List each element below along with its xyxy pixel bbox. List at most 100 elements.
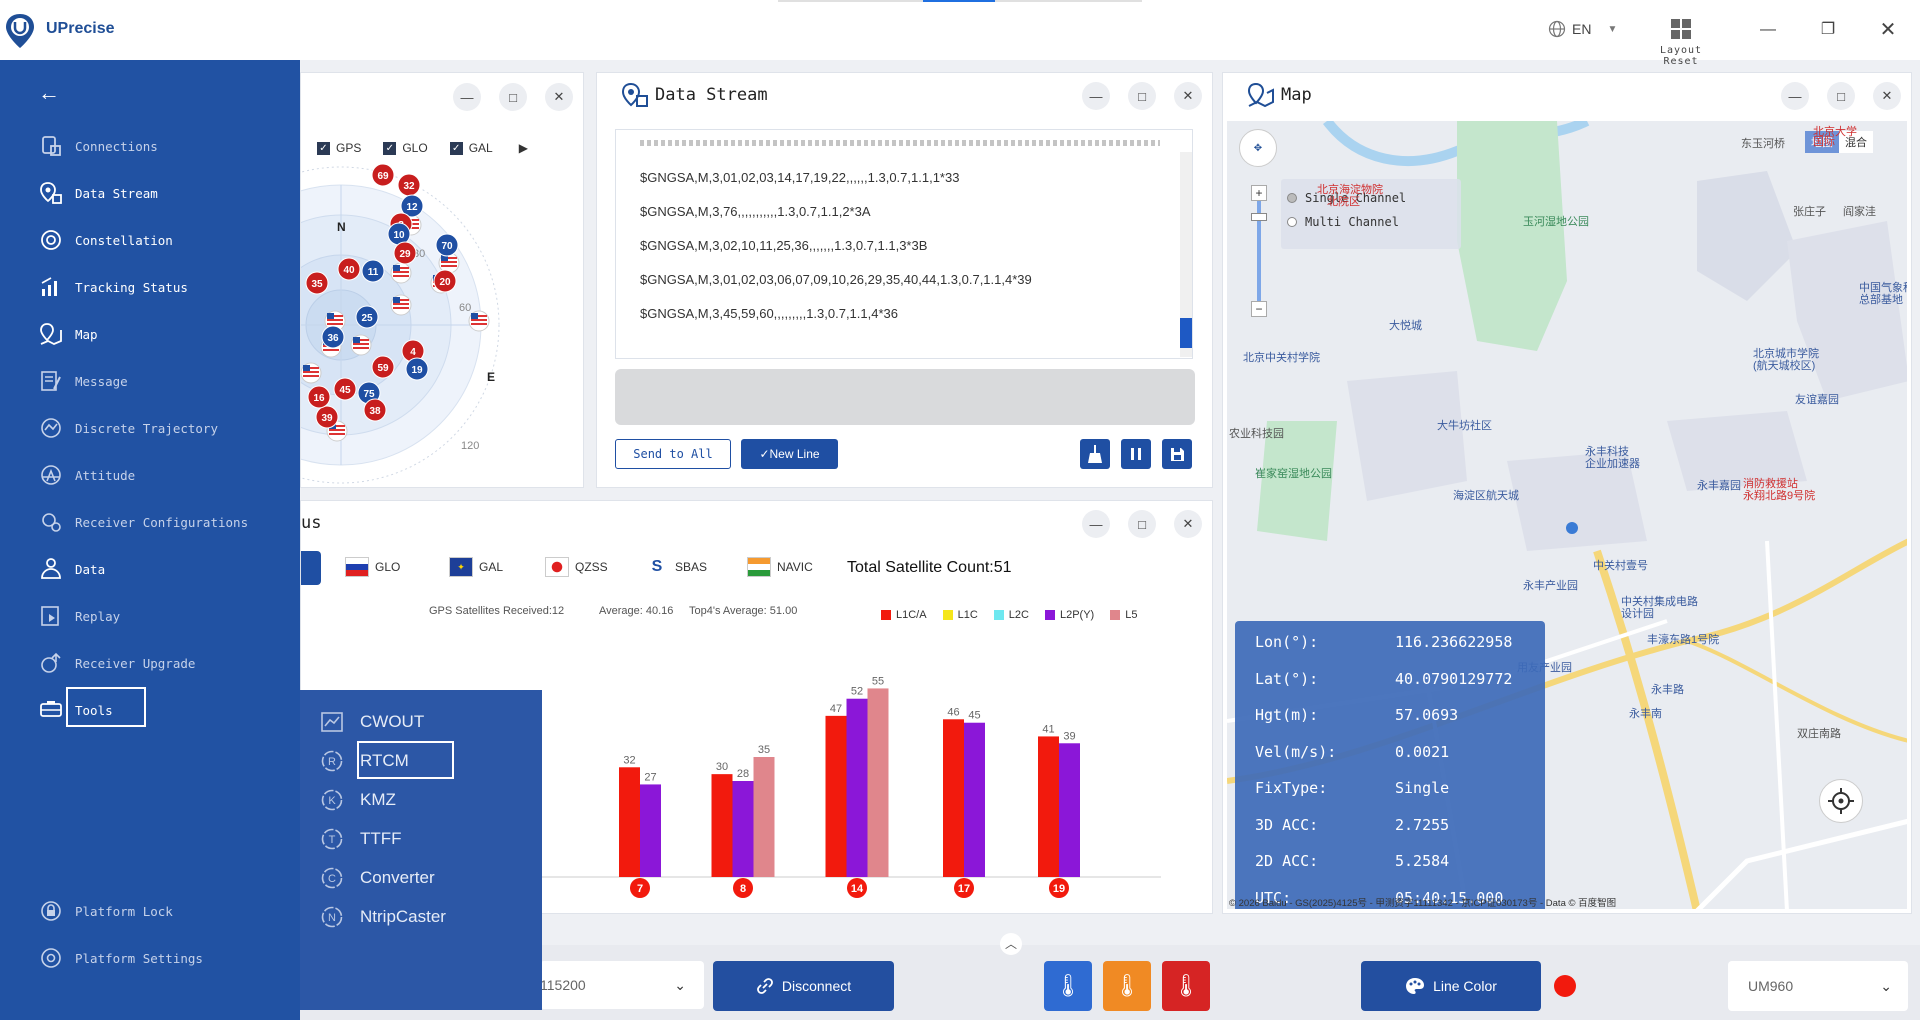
map-canvas[interactable]: ✥ + − Single Channel Multi Channel 地图 混合… bbox=[1227, 121, 1907, 909]
bar-l5[interactable] bbox=[753, 757, 775, 877]
pan-control[interactable]: ✥ bbox=[1239, 129, 1277, 167]
sidebar-item-data[interactable]: Data bbox=[0, 549, 300, 589]
map-label[interactable]: 总部基地 bbox=[1859, 294, 1903, 306]
restore-button[interactable]: ❐ bbox=[1820, 21, 1836, 38]
back-arrow-icon[interactable]: ← bbox=[38, 80, 60, 105]
panel-maximize-button[interactable]: □ bbox=[1128, 82, 1156, 110]
layout-reset-button[interactable]: Layout Reset bbox=[1640, 18, 1722, 67]
legend-item[interactable]: L1C/A bbox=[881, 609, 927, 621]
bar-l1ca[interactable] bbox=[711, 774, 733, 877]
tools-menu-item-kmz[interactable]: K KMZ bbox=[300, 780, 542, 819]
locate-button[interactable] bbox=[1819, 779, 1863, 823]
map-label[interactable]: 永丰路 bbox=[1651, 684, 1684, 696]
panel-minimize-button[interactable]: — bbox=[1781, 82, 1809, 110]
map-label[interactable]: 玉河湿地公园 bbox=[1523, 216, 1589, 228]
line-color-button[interactable]: Line Color bbox=[1361, 961, 1541, 1011]
multi-channel-option[interactable]: Multi Channel bbox=[1287, 215, 1399, 229]
sidebar-item-receiver-configurations[interactable]: Receiver Configurations bbox=[0, 502, 300, 542]
map-label[interactable]: 阎家洼 bbox=[1843, 206, 1876, 218]
panel-maximize-button[interactable]: □ bbox=[1128, 510, 1156, 538]
navic-tab[interactable]: NAVIC bbox=[747, 557, 813, 577]
panel-minimize-button[interactable]: — bbox=[1082, 510, 1110, 538]
sidebar-item-receiver-upgrade[interactable]: Receiver Upgrade bbox=[0, 643, 300, 683]
tools-menu-item-ntripcaster[interactable]: N NtripCaster bbox=[300, 897, 542, 936]
tools-menu-item-rtcm[interactable]: R RTCM bbox=[300, 741, 542, 780]
disconnect-button[interactable]: Disconnect bbox=[713, 961, 894, 1011]
map-label[interactable]: 消防救援站 bbox=[1743, 478, 1798, 490]
sidebar-item-discrete-trajectory[interactable]: Discrete Trajectory bbox=[0, 408, 300, 448]
bar-l1ca[interactable] bbox=[619, 767, 640, 877]
map-label[interactable]: 北京中关村学院 bbox=[1243, 352, 1320, 364]
map-label[interactable]: 永丰嘉园 bbox=[1697, 480, 1741, 492]
panel-close-button[interactable]: ✕ bbox=[545, 83, 573, 111]
gal-checkbox[interactable]: ✓ GAL bbox=[449, 141, 493, 155]
map-label[interactable]: 中关村集成电路 bbox=[1621, 596, 1698, 608]
map-label[interactable]: 永丰科技 bbox=[1585, 446, 1629, 458]
legend-item[interactable]: L2P(Y) bbox=[1044, 609, 1094, 621]
qzss-tab[interactable]: QZSS bbox=[545, 557, 608, 577]
minimize-button[interactable]: — bbox=[1760, 21, 1776, 38]
map-label[interactable]: 大牛坊社区 bbox=[1437, 420, 1492, 432]
command-input[interactable] bbox=[615, 369, 1195, 425]
map-type-hybrid[interactable]: 混合 bbox=[1839, 131, 1873, 153]
sidebar-item-message[interactable]: Message bbox=[0, 361, 300, 401]
map-label[interactable]: 崔家窑湿地公园 bbox=[1255, 468, 1332, 480]
single-channel-option[interactable]: Single Channel bbox=[1287, 191, 1406, 205]
sidebar-item-platform-lock[interactable]: Platform Lock bbox=[0, 891, 300, 931]
gps-checkbox[interactable]: ✓ GPS bbox=[317, 141, 361, 155]
sidebar-item-map[interactable]: Map bbox=[0, 314, 300, 354]
sidebar-item-tools[interactable]: Tools bbox=[0, 690, 300, 730]
map-label[interactable]: 大悦城 bbox=[1389, 320, 1422, 332]
clear-button[interactable] bbox=[1080, 439, 1110, 469]
bar-l5[interactable] bbox=[867, 688, 889, 877]
line-color-swatch[interactable] bbox=[1554, 975, 1576, 997]
legend-item[interactable]: L2C bbox=[993, 609, 1029, 621]
map-label[interactable]: 北京大学 bbox=[1813, 126, 1857, 138]
panel-maximize-button[interactable]: □ bbox=[499, 83, 527, 111]
language-selector[interactable]: EN ▼ bbox=[1548, 20, 1617, 38]
map-zoom-control[interactable]: ✥ + − bbox=[1239, 129, 1279, 319]
tools-menu-item-converter[interactable]: C Converter bbox=[300, 858, 542, 897]
bar-l2py[interactable] bbox=[846, 698, 868, 877]
bar-l2py[interactable] bbox=[732, 781, 754, 877]
map-label[interactable]: 张庄子 bbox=[1793, 206, 1826, 218]
zoom-slider-thumb[interactable] bbox=[1251, 213, 1267, 221]
sidebar-item-attitude[interactable]: Attitude bbox=[0, 455, 300, 495]
map-label[interactable]: 双庄南路 bbox=[1797, 728, 1841, 740]
bar-l2py[interactable] bbox=[640, 784, 661, 877]
glo-checkbox[interactable]: ✓ GLO bbox=[383, 141, 428, 155]
glo-tab[interactable]: GLO bbox=[345, 557, 400, 577]
baud-rate-select[interactable]: 115200 ⌄ bbox=[540, 961, 704, 1009]
map-label[interactable]: 永翔北路9号院 bbox=[1743, 490, 1816, 502]
map-label[interactable]: 友谊嘉园 bbox=[1795, 394, 1839, 406]
map-label[interactable]: 北京海淀物院 bbox=[1317, 184, 1383, 196]
zoom-in-button[interactable]: + bbox=[1251, 185, 1267, 201]
map-label[interactable]: 农业科技园 bbox=[1229, 428, 1284, 440]
map-label[interactable]: 海淀区航天城 bbox=[1453, 490, 1519, 502]
close-window-button[interactable]: ✕ bbox=[1879, 19, 1897, 41]
sidebar-item-tracking-status[interactable]: Tracking Status bbox=[0, 267, 300, 307]
play-icon[interactable]: ▶ bbox=[518, 141, 528, 155]
sidebar-item-replay[interactable]: Replay bbox=[0, 596, 300, 636]
bar-l2py[interactable] bbox=[1059, 743, 1080, 877]
panel-maximize-button[interactable]: □ bbox=[1827, 82, 1855, 110]
bar-l1ca[interactable] bbox=[825, 715, 847, 877]
gps-tab-active[interactable] bbox=[301, 551, 321, 585]
panel-minimize-button[interactable]: — bbox=[453, 83, 481, 111]
map-label[interactable]: 国际 bbox=[1813, 136, 1835, 148]
stream-output[interactable]: $GNGSA,M,3,01,02,03,14,17,19,22,,,,,,1.3… bbox=[615, 129, 1193, 359]
send-to-all-button[interactable]: Send to All bbox=[615, 439, 731, 469]
map-label[interactable]: 北院区 bbox=[1327, 196, 1360, 208]
bar-l2py[interactable] bbox=[964, 722, 985, 877]
scrollbar-track[interactable] bbox=[1180, 152, 1192, 357]
map-label[interactable]: 永丰产业园 bbox=[1523, 580, 1578, 592]
panel-close-button[interactable]: ✕ bbox=[1174, 82, 1202, 110]
sidebar-item-data-stream[interactable]: Data Stream bbox=[0, 173, 300, 213]
map-label[interactable]: 中国气象科 bbox=[1859, 282, 1907, 294]
map-label[interactable]: 丰濠东路1号院 bbox=[1647, 634, 1720, 646]
map-label[interactable]: (航天城校区) bbox=[1753, 360, 1816, 372]
bar-l1ca[interactable] bbox=[1038, 736, 1059, 877]
top-tabs[interactable] bbox=[778, 0, 1142, 2]
sidebar-item-platform-settings[interactable]: Platform Settings bbox=[0, 938, 300, 978]
map-label[interactable]: 设计园 bbox=[1621, 608, 1654, 620]
